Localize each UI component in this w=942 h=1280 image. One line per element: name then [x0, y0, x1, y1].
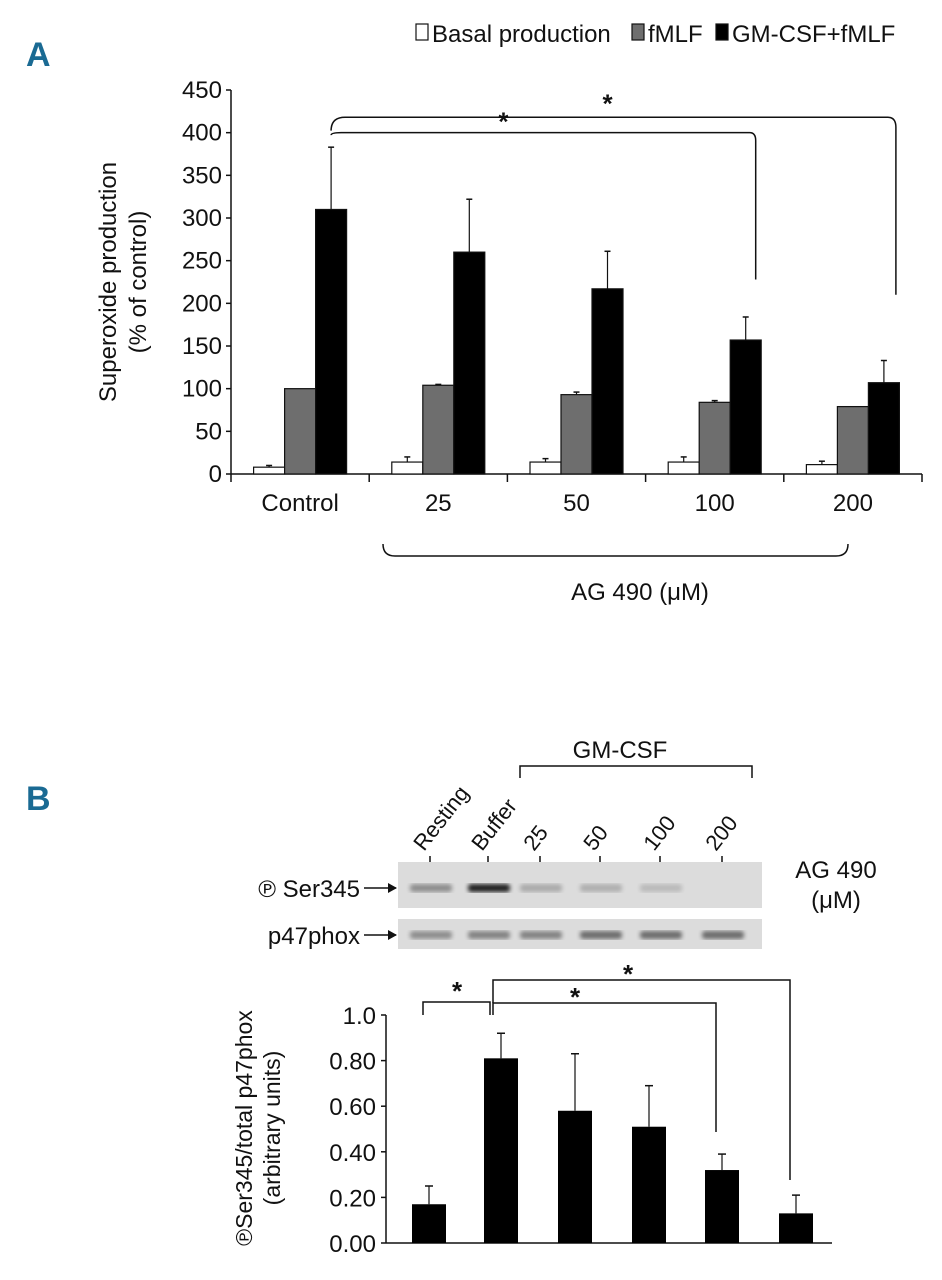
bar-gm-csf-fmlf — [867, 382, 901, 475]
x-tick-label: Control — [261, 490, 338, 517]
bar-gm-csf-fmlf — [591, 288, 624, 475]
concentration-label: (μM) — [811, 887, 861, 914]
y-axis-label: ℗Ser345/total p47phox — [231, 1010, 257, 1246]
blot-band — [702, 931, 744, 939]
x-tick-label: 25 — [425, 490, 452, 517]
significance-bracket — [492, 1002, 717, 1132]
y-tick-label: 0 — [209, 461, 222, 488]
blot-band — [410, 884, 452, 892]
x-axis-label: AG 490 (μM) — [571, 579, 709, 606]
y-tick-label: 0.60 — [329, 1094, 376, 1121]
blot-strip — [398, 862, 762, 908]
bar — [412, 1204, 446, 1243]
y-tick-label: 350 — [182, 162, 222, 189]
y-tick-label: 250 — [182, 248, 222, 275]
lane-label: 200 — [700, 811, 742, 855]
chart-b: 0.00 0.20 0.40 0.60 0.80 1.0 * * * ℗Ser345/total … — [231, 959, 832, 1258]
significance-asterisk: * — [623, 959, 634, 989]
bar-gm-csf-fmlf — [729, 339, 762, 475]
treatment-bracket — [519, 765, 753, 778]
concentration-label: AG 490 — [795, 857, 876, 884]
legend-swatch — [715, 23, 729, 41]
y-axis-label: Superoxide production — [95, 162, 122, 402]
bar-fmlf — [284, 388, 317, 475]
legend-label: fMLF — [648, 21, 703, 48]
bar-basal-production — [253, 466, 286, 475]
panel-label-b: B — [26, 780, 51, 818]
y-tick-label: 450 — [182, 77, 222, 104]
blot-row-label: p47phox — [268, 923, 360, 950]
bar-gm-csf-fmlf — [453, 251, 486, 475]
blot-band — [520, 931, 562, 939]
chart-a: 0 50 100 150 200 250 300 350 400 450 Control 25 50 10… — [95, 21, 923, 606]
lane-label: Buffer — [466, 794, 522, 855]
legend-swatch — [415, 23, 429, 41]
y-tick-label: 0.80 — [329, 1049, 376, 1076]
x-tick-label: 200 — [833, 490, 873, 517]
bar-basal-production — [667, 461, 700, 475]
blot-band — [640, 884, 682, 892]
legend-swatch — [631, 23, 645, 41]
y-tick-label: 200 — [182, 290, 222, 317]
y-axis-label: (% of control) — [125, 211, 152, 354]
legend-label: GM-CSF+fMLF — [732, 21, 895, 48]
arrow-head-icon — [388, 930, 397, 940]
x-tick-label: 100 — [695, 490, 735, 517]
y-tick-label: 0.20 — [329, 1185, 376, 1212]
concentration-bracket — [382, 543, 849, 557]
significance-bracket — [422, 1001, 491, 1015]
bar-basal-production — [391, 461, 424, 475]
bar-fmlf — [836, 405, 870, 475]
y-tick-label: 1.0 — [343, 1003, 376, 1030]
bar-basal-production — [805, 464, 839, 475]
legend-label: Basal production — [432, 21, 611, 48]
y-tick-label: 300 — [182, 205, 222, 232]
significance-bracket — [492, 979, 791, 1180]
y-tick-label: 400 — [182, 120, 222, 147]
significance-asterisk: * — [602, 88, 613, 118]
bar — [705, 1170, 739, 1243]
bar — [484, 1058, 518, 1243]
blot-band — [580, 884, 622, 892]
bar-fmlf — [698, 401, 731, 475]
bar-fmlf — [560, 394, 593, 475]
bar — [779, 1213, 813, 1243]
panel-label-a: A — [26, 36, 51, 74]
blot-band — [520, 884, 562, 892]
bar — [558, 1110, 592, 1243]
y-tick-label: 50 — [195, 418, 222, 445]
significance-asterisk: * — [498, 107, 509, 137]
blot-band — [580, 931, 622, 939]
blot-band — [468, 931, 510, 939]
lane-label: 100 — [638, 811, 680, 855]
significance-asterisk: * — [570, 982, 581, 1012]
y-tick-label: 0.40 — [329, 1140, 376, 1167]
significance-bracket — [330, 131, 757, 280]
y-tick-label: 150 — [182, 333, 222, 360]
bar-gm-csf-fmlf — [315, 208, 348, 475]
bar-fmlf — [422, 384, 455, 475]
blot-band — [468, 884, 510, 892]
significance-bracket — [330, 116, 897, 295]
bar-basal-production — [529, 461, 562, 475]
lane-label: 25 — [518, 820, 553, 855]
significance-asterisk: * — [452, 976, 463, 1006]
arrow-head-icon — [388, 883, 397, 893]
bar — [632, 1126, 666, 1243]
lane-label: 50 — [578, 820, 613, 855]
x-tick-label: 50 — [563, 490, 590, 517]
blot-band — [640, 931, 682, 939]
blot-row-label: ℗ Ser345 — [258, 876, 360, 903]
y-tick-label: 0.00 — [329, 1231, 376, 1258]
blot-band — [410, 931, 452, 939]
y-axis-label: (arbitrary units) — [259, 1051, 285, 1206]
lane-label: Resting — [408, 781, 474, 855]
y-tick-label: 100 — [182, 376, 222, 403]
treatment-label: GM-CSF — [573, 737, 668, 764]
